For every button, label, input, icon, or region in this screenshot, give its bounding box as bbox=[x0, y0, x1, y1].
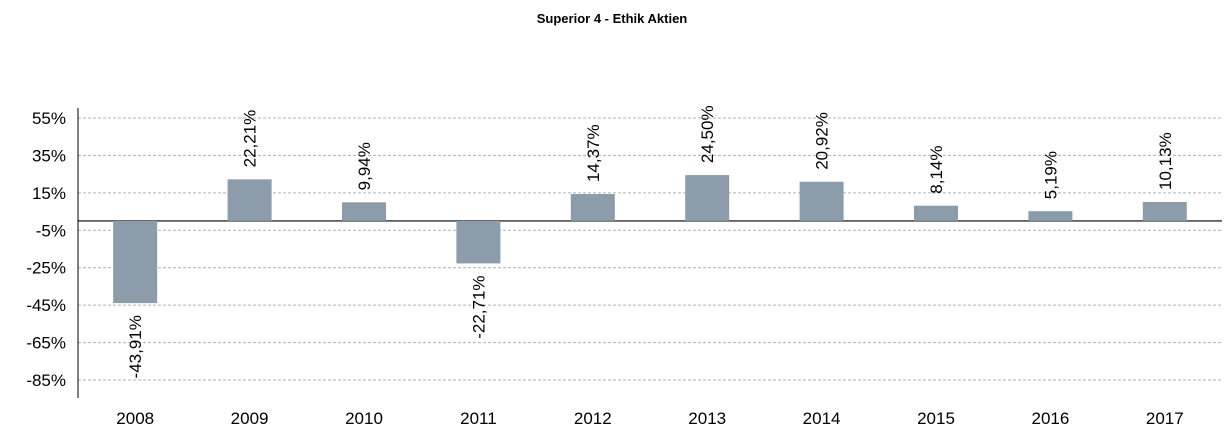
x-tick-label: 2012 bbox=[574, 409, 612, 428]
x-tick-label: 2010 bbox=[345, 409, 383, 428]
data-label: 20,92% bbox=[813, 112, 832, 170]
y-tick-label: 15% bbox=[32, 184, 66, 203]
bar bbox=[570, 194, 615, 221]
data-label: 9,94% bbox=[355, 142, 374, 190]
bar bbox=[799, 181, 844, 221]
data-label: 14,37% bbox=[584, 124, 603, 182]
data-label: 8,14% bbox=[927, 145, 946, 193]
x-tick-label: 2008 bbox=[116, 409, 154, 428]
x-tick-label: 2016 bbox=[1031, 409, 1069, 428]
bar bbox=[227, 179, 272, 221]
x-tick-label: 2017 bbox=[1146, 409, 1184, 428]
chart-title: Superior 4 - Ethik Aktien bbox=[536, 11, 688, 26]
bar-layer bbox=[113, 175, 1187, 304]
axis-layer: 55% 35% 15% -5% -25% -45% -65% -85% 2008 2009 2010… bbox=[26, 108, 1222, 428]
y-tick-label: -25% bbox=[26, 259, 66, 278]
y-tick-label: -45% bbox=[26, 296, 66, 315]
y-tick-label: -65% bbox=[26, 334, 66, 353]
bar bbox=[342, 202, 386, 221]
x-tick-label: 2014 bbox=[803, 409, 841, 428]
x-tick-label: 2009 bbox=[231, 409, 269, 428]
bar bbox=[685, 175, 730, 221]
bar bbox=[914, 205, 958, 221]
y-tick-label: -5% bbox=[36, 221, 66, 240]
bar bbox=[456, 220, 501, 264]
data-label: -22,71% bbox=[469, 275, 488, 338]
label-layer: -43,91% 22,21% 9,94% -22,71% 14,37% 24,50% 20,… bbox=[126, 105, 1175, 378]
data-label: 10,13% bbox=[1156, 132, 1175, 190]
data-label: -43,91% bbox=[126, 315, 145, 378]
bar bbox=[1028, 211, 1073, 221]
bar bbox=[113, 220, 158, 304]
x-tick-label: 2015 bbox=[917, 409, 955, 428]
bar bbox=[1142, 201, 1187, 221]
y-tick-label: 35% bbox=[32, 146, 66, 165]
x-tick-label: 2011 bbox=[460, 409, 497, 428]
data-label: 22,21% bbox=[241, 110, 260, 168]
y-tick-label: 55% bbox=[32, 109, 66, 128]
y-tick-label: -85% bbox=[26, 371, 66, 390]
data-label: 24,50% bbox=[698, 105, 717, 163]
x-tick-label: 2013 bbox=[688, 409, 726, 428]
data-label: 5,19% bbox=[1041, 151, 1060, 199]
